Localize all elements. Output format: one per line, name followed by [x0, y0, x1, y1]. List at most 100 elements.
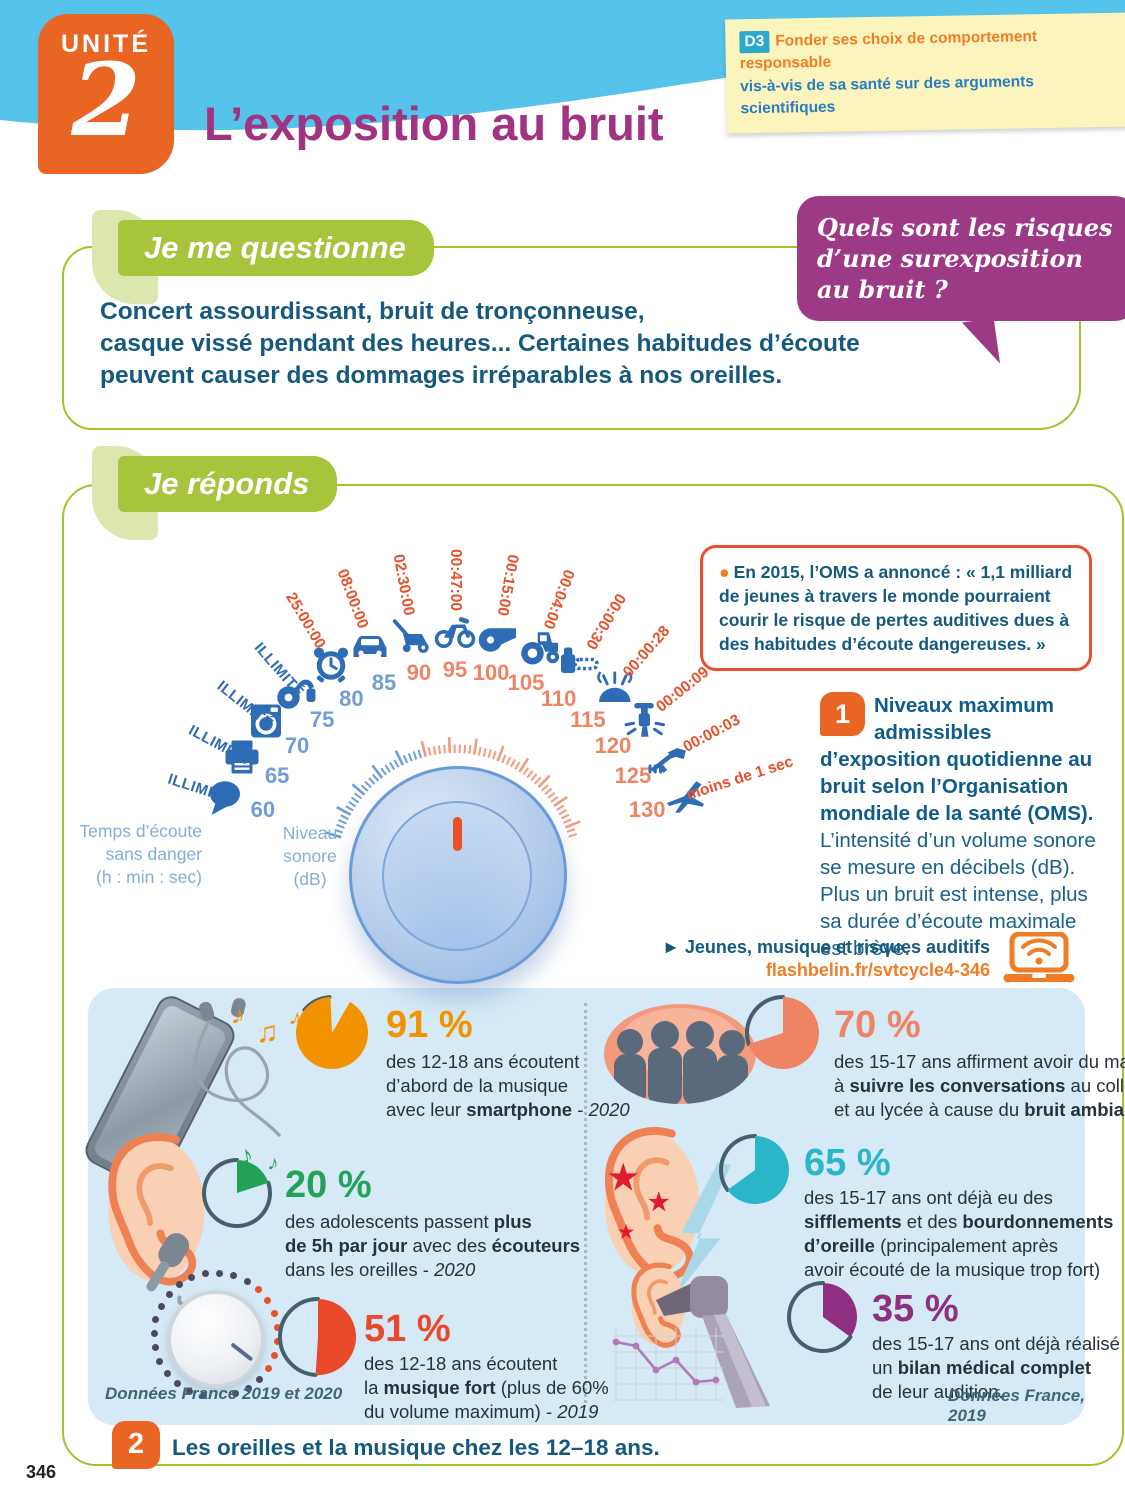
stat-description: des 12-18 ans écoutent la musique fort (p… — [364, 1353, 609, 1422]
question-body-text: Concert assourdissant, bruit de tronçonn… — [100, 298, 860, 389]
oms-quote-box: ● En 2015, l’OMS a annoncé : « 1,1 millia… — [700, 545, 1092, 671]
dial-dot — [264, 1364, 272, 1372]
gauge-db-value: 80 — [339, 685, 364, 711]
stat-pie-chart — [787, 1281, 858, 1353]
otoscope-exam-illustration — [631, 1262, 770, 1408]
chainsaw-icon — [561, 647, 599, 674]
printer-icon — [225, 740, 259, 774]
stat-value: 91 % — [386, 1004, 473, 1046]
dial-dot — [216, 1269, 224, 1277]
gauge-db-value: 125 — [614, 763, 652, 789]
stat-pie-chart — [277, 1296, 356, 1377]
volume-knob[interactable] — [349, 766, 567, 984]
dial-dot — [254, 1286, 262, 1294]
tractor-icon — [521, 632, 560, 665]
dial-dot — [176, 1281, 184, 1289]
car-icon — [353, 636, 387, 658]
unit-number: 2 — [71, 41, 141, 159]
motorcycle-icon — [434, 617, 476, 649]
dial-pointer — [230, 1342, 254, 1362]
dial-dot — [270, 1309, 278, 1317]
dial-dot — [231, 1390, 239, 1398]
volume-knob-inner — [382, 801, 532, 951]
section-banner-reponds: Je réponds — [118, 456, 338, 512]
stat-pie-chart — [296, 995, 369, 1069]
stat-description: des 12-18 ans écoutent d’abord de la musi… — [386, 1051, 630, 1120]
competency-badge: D3 — [739, 30, 770, 54]
stat-description: des adolescents passent plus de 5h par jo… — [285, 1211, 581, 1280]
figure2-number-badge: 2 — [112, 1421, 160, 1469]
jet-plane-icon — [667, 781, 704, 813]
pain-star-icon: ★ — [608, 1159, 639, 1197]
dial-dot — [202, 1270, 210, 1278]
dial-dot — [264, 1297, 272, 1305]
web-link-row: ► Jeunes, musique et risques auditifs fl… — [660, 936, 990, 982]
stat-value: 65 % — [804, 1142, 891, 1184]
gauge-db-value: 70 — [284, 733, 310, 759]
rifle-icon — [648, 748, 686, 774]
concert-stage-icon — [597, 671, 633, 702]
figure1-number-badge: 1 — [820, 692, 865, 736]
question-speech-bubble: Quels sont les risques d’une surexpositio… — [797, 196, 1125, 368]
dial-dot — [271, 1351, 279, 1359]
competency-line2: vis-à-vis de sa santé sur des arguments … — [740, 73, 1035, 118]
dial-dot — [165, 1290, 173, 1298]
dial-dot — [186, 1387, 194, 1395]
dial-dot — [243, 1277, 251, 1285]
figure1-text: L’intensité d’un volume sonore se mesure… — [820, 829, 1096, 960]
unit-badge: UNITÉ 2 — [38, 14, 174, 174]
ear-earbud-illustration — [108, 1133, 205, 1309]
competency-note: D3 Fonder ses choix de comportement respo… — [725, 12, 1125, 134]
stat-pie-chart — [202, 1158, 272, 1228]
audiogram-chart-illustration — [612, 1328, 724, 1401]
pain-star-icon: ★ — [618, 1222, 635, 1242]
pain-star-icon: ★ — [648, 1189, 670, 1216]
panel-divider — [584, 1003, 587, 1403]
crowd-noise-illustration — [604, 1004, 756, 1104]
stat-value: 20 % — [285, 1164, 372, 1206]
earbuds-wire-illustration — [194, 998, 282, 1138]
stat-pie-chart — [745, 995, 820, 1069]
figure1-title: Niveaux maximum admissibles d’exposition… — [820, 694, 1094, 825]
gauge-db-value: 90 — [406, 660, 432, 686]
gauge-db-value: 130 — [628, 796, 666, 822]
dial-dot — [173, 1380, 181, 1388]
stat-pie-chart — [719, 1134, 790, 1204]
alarm-clock-icon — [313, 647, 348, 683]
dial-dot — [230, 1272, 238, 1280]
link-label: ► Jeunes, musique et risques auditifs — [662, 937, 990, 957]
laptop-wifi-icon — [1003, 932, 1075, 983]
gauge-axis-db-label: Niveau sonore (dB) — [282, 823, 338, 889]
dial-dot — [157, 1302, 165, 1310]
dial-dot — [274, 1337, 282, 1345]
gauge-db-value: 95 — [442, 657, 468, 682]
bullet-icon: ● — [719, 562, 730, 582]
figure1-legend: 1 Niveaux maximum admissibles d’expositi… — [820, 692, 1106, 962]
stat-description: des 15-17 ans ont déjà réalisé un bilan m… — [872, 1333, 1120, 1402]
gauge-db-value: 120 — [594, 733, 632, 759]
dial-dot — [151, 1344, 159, 1352]
unit-label: UNITÉ — [61, 30, 151, 58]
gauge-db-value: 65 — [264, 763, 290, 789]
flashbelin-link[interactable]: flashbelin.fr/svtcycle4-346 — [765, 960, 990, 980]
knob-indicator — [452, 817, 462, 851]
music-note-icon: ♫ — [256, 1016, 279, 1049]
bubble-text: Quels sont les risques d’une surexpositio… — [817, 213, 1113, 304]
data-source-right: Données France, 2019 — [948, 1386, 1085, 1425]
dial-dot — [152, 1316, 160, 1324]
gauge-db-value: 60 — [250, 796, 276, 822]
arrow-icon: ► — [662, 937, 680, 957]
speech-bubble-icon — [209, 781, 240, 816]
vacuum-cleaner-icon — [277, 679, 316, 709]
stat-value: 51 % — [364, 1308, 451, 1350]
dial-dot — [188, 1274, 196, 1282]
stat-value: 70 % — [834, 1004, 921, 1046]
section-banner-questionne: Je me questionne — [118, 220, 434, 276]
gauge-axis-time-label: Temps d’écoute sans danger (h : min : sec) — [79, 821, 202, 887]
gauge-db-value: 115 — [570, 706, 606, 732]
gauge-db-value: 85 — [371, 669, 397, 695]
dial-dot — [156, 1357, 164, 1365]
lawn-mower-icon — [392, 619, 429, 653]
stat-value: 35 % — [872, 1288, 959, 1330]
